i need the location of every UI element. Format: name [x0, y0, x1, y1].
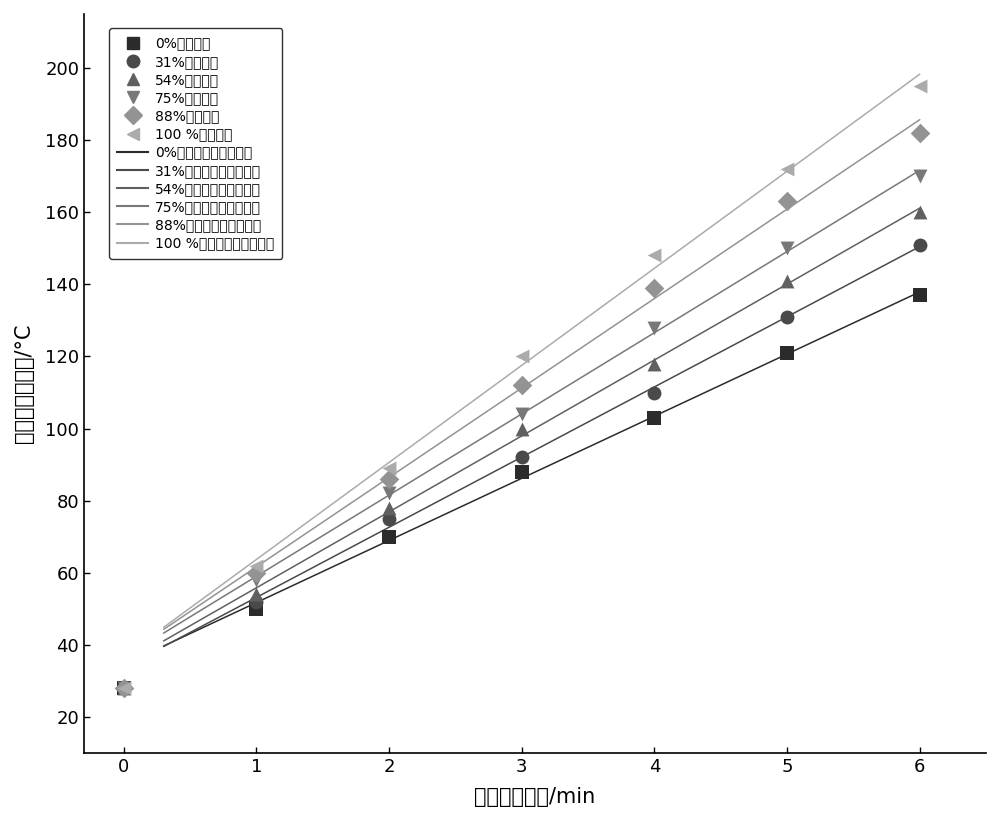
Point	[381, 502, 397, 515]
Point	[912, 80, 928, 93]
Point	[248, 588, 264, 601]
Point	[646, 282, 662, 295]
Legend: 0%磁铁矿粉, 31%磁铁矿粉, 54%磁铁矿粉, 75%磁铁矿粉, 88%磁铁矿粉, 100 %磁铁矿粉, 0%磁铁矿粉的线形拟合, 31%磁铁矿粉的线形拟合: 0%磁铁矿粉, 31%磁铁矿粉, 54%磁铁矿粉, 75%磁铁矿粉, 88%磁铁…	[109, 28, 282, 259]
Point	[381, 530, 397, 544]
Point	[116, 681, 132, 695]
Point	[514, 378, 530, 392]
Point	[381, 512, 397, 525]
Point	[912, 238, 928, 251]
Point	[116, 681, 132, 695]
Point	[248, 603, 264, 616]
Point	[248, 566, 264, 580]
Point	[514, 407, 530, 420]
Point	[646, 321, 662, 334]
Point	[514, 350, 530, 363]
Point	[248, 559, 264, 572]
Point	[779, 346, 795, 360]
Point	[779, 163, 795, 176]
Point	[514, 451, 530, 464]
Point	[912, 205, 928, 218]
Point	[381, 487, 397, 500]
Point	[116, 681, 132, 695]
Point	[646, 357, 662, 370]
Point	[514, 422, 530, 435]
Point	[248, 574, 264, 587]
Point	[779, 241, 795, 255]
Point	[116, 681, 132, 695]
Point	[646, 386, 662, 399]
Point	[514, 466, 530, 479]
Point	[116, 681, 132, 695]
Point	[646, 411, 662, 424]
Point	[912, 126, 928, 140]
Point	[779, 195, 795, 208]
Point	[646, 249, 662, 262]
Point	[779, 310, 795, 323]
Point	[912, 170, 928, 183]
Point	[779, 274, 795, 287]
Point	[912, 289, 928, 302]
X-axis label: 微波加热时间/min: 微波加热时间/min	[474, 787, 596, 807]
Point	[248, 595, 264, 608]
Y-axis label: 氥青混合料温度/°C: 氥青混合料温度/°C	[14, 323, 34, 443]
Point	[381, 461, 397, 475]
Point	[116, 681, 132, 695]
Point	[381, 473, 397, 486]
